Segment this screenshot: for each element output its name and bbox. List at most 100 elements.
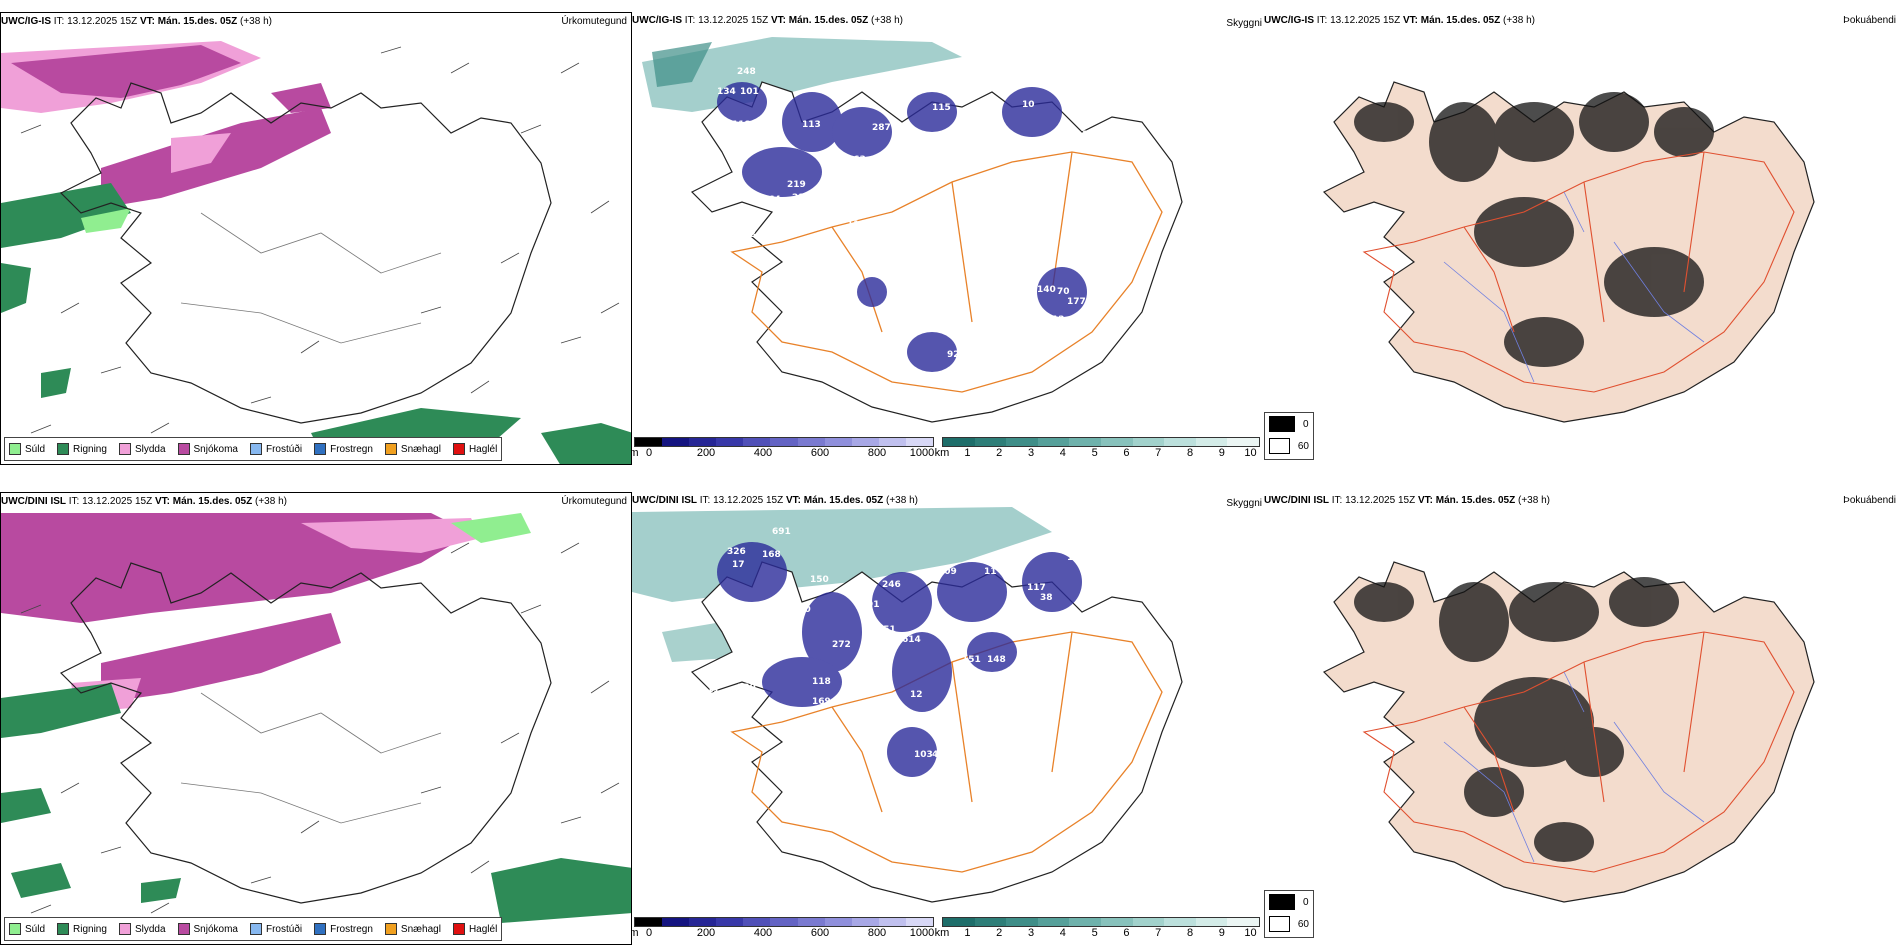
legend-swatch — [249, 923, 262, 935]
map-value-label: 219 — [787, 180, 806, 190]
fog-legend-row2: 0 60 — [1264, 890, 1314, 938]
legend-item: Snjókoma — [177, 443, 238, 455]
legend-swatch — [314, 923, 327, 935]
fog-map-row2 — [1322, 561, 1815, 903]
fog-panel-row1: UWC/IG-IS IT: 13.12.2025 15Z VT: Mán. 15… — [1264, 12, 1900, 465]
panel-title: Úrkomutegund — [561, 496, 627, 507]
map-value-label: 11 — [897, 123, 910, 133]
fog-legend-row1: 0 60 — [1264, 412, 1314, 460]
map-value-label: 131 — [857, 187, 876, 197]
map-value-label: 130 — [737, 683, 756, 693]
fog-map-row1 — [1322, 81, 1815, 423]
map-value-label: 118 — [732, 120, 751, 130]
legend-item: Rigning — [57, 443, 107, 455]
legend-item: Súld — [9, 443, 45, 455]
precip-map-row2 — [1, 513, 631, 923]
panel-header: UWC/IG-IS IT: 13.12.2025 15Z VT: Mán. 15… — [632, 15, 903, 26]
map-value-label: 118 — [812, 677, 831, 687]
legend-swatch — [249, 443, 262, 455]
map-value-label: 150 — [810, 575, 829, 585]
map-value-label: 119 — [677, 240, 696, 250]
panel-title: Skyggni — [1226, 498, 1262, 509]
map-value-label: 248 — [737, 67, 756, 77]
map-value-label: 326 — [727, 547, 746, 557]
visibility-colorbar: km 1 2 3 4 5 6 7 8 9 10 — [935, 917, 1260, 941]
map-value-label: 11 — [707, 685, 720, 695]
legend-item: 0 — [1265, 891, 1313, 913]
map-value-label: 130 — [792, 605, 811, 615]
map-value-label: 11 — [984, 567, 997, 577]
panel-title: Þokuábendi — [1843, 495, 1896, 506]
precip-type-panel-row2: UWC/DINI ISL IT: 13.12.2025 15Z VT: Mán.… — [0, 492, 632, 945]
legend-item: Haglél — [452, 443, 497, 455]
ceiling-colorbar: m 0 200 400 600 800 1000 — [632, 917, 934, 941]
panel-header: UWC/DINI ISL IT: 13.12.2025 15Z VT: Mán.… — [632, 495, 918, 506]
map-value-label: 117 — [1027, 583, 1046, 593]
map-value-label: 168 — [762, 550, 781, 560]
legend-swatch — [1269, 916, 1290, 932]
map-value-label: 112 — [927, 145, 946, 155]
map-value-label: 163 — [847, 155, 866, 165]
map-value-label: 151 — [1067, 553, 1086, 563]
map-value-label: 38 — [1040, 593, 1053, 603]
map-value-label: 91 — [867, 600, 880, 610]
legend-swatch — [452, 443, 465, 455]
cloud-map-row1: 248 134 101 118 113 287 11 98 112 115 70… — [642, 37, 1183, 423]
map-value-label: 177 — [1067, 297, 1086, 307]
map-value-label: 49 — [932, 750, 945, 760]
legend-swatch — [118, 923, 131, 935]
legend-item: Súld — [9, 923, 45, 935]
map-value-label: 405 — [777, 637, 796, 647]
map-value-label: 115 — [847, 220, 866, 230]
legend-swatch — [118, 443, 131, 455]
precip-type-panel-row1: UWC/IG-IS IT: 13.12.2025 15Z VT: Mán. 15… — [0, 12, 632, 465]
map-value-label: 92 — [947, 350, 960, 360]
legend-swatch — [9, 443, 21, 455]
map-value-label: 264 — [762, 195, 781, 205]
legend-swatch — [177, 923, 190, 935]
map-value-label: 246 — [882, 580, 901, 590]
legend-item: Frostúði — [249, 443, 302, 455]
map-value-label: 348 — [947, 633, 966, 643]
map-value-label: 143 — [917, 295, 936, 305]
map-value-label: 211 — [792, 193, 811, 203]
map-value-label: 287 — [872, 123, 891, 133]
panel-title: Skyggni — [1226, 18, 1262, 29]
map-value-label: 614 — [902, 635, 921, 645]
map-value-label: 151 — [962, 655, 981, 665]
legend-item: Rigning — [57, 923, 107, 935]
legend-item: Frostúði — [249, 923, 302, 935]
panel-header: UWC/DINI ISL IT: 13.12.2025 15Z VT: Mán.… — [1, 496, 287, 507]
map-value-label: 140 — [1037, 285, 1056, 295]
legend-swatch — [9, 923, 21, 935]
ceiling-colorbar: m 0 200 400 600 800 1000 — [632, 437, 934, 461]
map-value-label: 101 — [740, 87, 759, 97]
fog-panel-row2: UWC/DINI ISL IT: 13.12.2025 15Z VT: Mán.… — [1264, 492, 1900, 945]
map-value-label: 212 — [762, 225, 781, 235]
map-value-label: 691 — [772, 527, 791, 537]
legend-item: 60 — [1265, 435, 1313, 457]
legend-swatch — [177, 443, 190, 455]
panel-header: UWC/IG-IS IT: 13.12.2025 15Z VT: Mán. 15… — [1264, 15, 1535, 26]
legend-item: 0 — [1265, 413, 1313, 435]
map-value-label: 138 — [737, 230, 756, 240]
map-value-label: 272 — [832, 640, 851, 650]
map-value-label: 12 — [910, 690, 923, 700]
map-value-label: 226 — [827, 190, 846, 200]
panel-header: UWC/IG-IS IT: 13.12.2025 15Z VT: Mán. 15… — [1, 16, 272, 27]
legend-swatch — [384, 923, 397, 935]
precip-map-row1 — [1, 41, 631, 464]
precip-legend: Súld Rigning Slydda Snjókoma Frostúði Fr… — [4, 917, 503, 941]
map-value-label: 47 — [982, 680, 995, 690]
legend-swatch — [1269, 416, 1295, 432]
legend-swatch — [1269, 438, 1290, 454]
legend-swatch — [452, 923, 465, 935]
map-value-label: 113 — [802, 120, 821, 130]
cloud-map-row2: 691 326 168 17 150 246 109 11 151 80 130… — [632, 507, 1183, 903]
panel-title: Úrkomutegund — [561, 16, 627, 27]
map-value-label: 10 — [1022, 100, 1035, 110]
map-value-label: 169 — [812, 697, 831, 707]
map-value-label: 151 — [877, 625, 896, 635]
legend-swatch — [384, 443, 397, 455]
map-value-label: 162 — [1012, 285, 1031, 295]
